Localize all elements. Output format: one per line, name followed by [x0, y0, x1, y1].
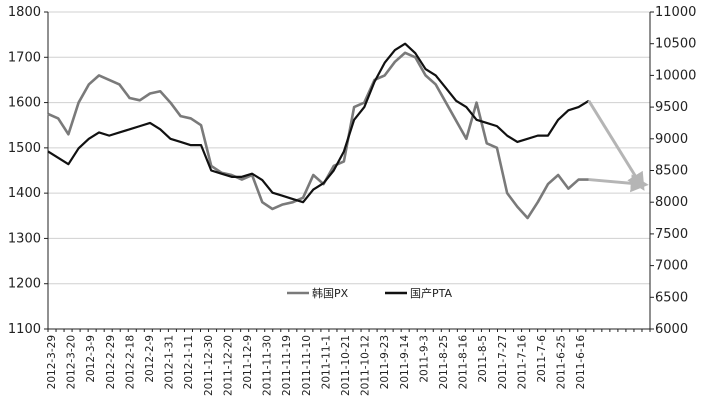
x-tick-label: 2012-1-11 — [183, 335, 195, 389]
y2-tick-label: 10000 — [655, 68, 696, 83]
series-line-0 — [47, 51, 589, 220]
series-lines — [47, 42, 649, 220]
grid-lines — [48, 11, 650, 285]
x-tick-label: 2012-2-29 — [105, 335, 117, 389]
x-tick-label: 2012-3-20 — [66, 335, 78, 389]
y2-tick-label: 9000 — [655, 132, 688, 147]
x-tick-label: 2012-2-9 — [144, 335, 156, 383]
x-tick-label: 2011-6-16 — [575, 335, 587, 390]
y2-tick-label: 10500 — [655, 37, 696, 52]
x-tick-label: 2011-8-16 — [458, 335, 470, 390]
x-tick-label: 2012-3-9 — [85, 335, 97, 383]
right-axis: 11000 10500 10000 9500 9000 8500 8000 7500 7000 6… — [649, 5, 696, 337]
x-tick-label: 2011-6-25 — [556, 335, 568, 389]
x-tick-label: 2012-3-29 — [46, 335, 58, 389]
x-tick-label: 2011-12-30 — [203, 335, 215, 396]
forecast-arrow — [587, 99, 645, 191]
y-tick-label: 1700 — [8, 50, 41, 65]
x-tick-label: 2011-12-20 — [222, 335, 234, 396]
x-tick-label: 2011-7-6 — [536, 335, 548, 383]
left-axis: 1800 1700 1600 1500 1400 1300 1200 1100 — [8, 5, 49, 337]
x-tick-label: 2011-7-16 — [516, 335, 528, 390]
y2-tick-label: 8000 — [655, 195, 688, 210]
y-tick-label: 1100 — [8, 322, 41, 337]
x-tick-label: 2011-9-3 — [418, 335, 430, 383]
x-tick-label: 2011-11-10 — [301, 335, 313, 396]
x-tick-label: 2011-12-9 — [242, 335, 254, 389]
legend-label: 国产PTA — [410, 286, 452, 300]
y2-tick-label: 8500 — [655, 164, 688, 179]
legend: 韩国PX 国产PTA — [287, 286, 452, 300]
x-tick-label: 2011-10-21 — [340, 335, 352, 396]
y2-tick-label: 7500 — [655, 227, 688, 242]
x-tick-label: 2012-1-31 — [164, 335, 176, 389]
y2-tick-label: 9500 — [655, 100, 688, 115]
y-tick-label: 1200 — [8, 277, 41, 292]
y-tick-label: 1500 — [8, 141, 41, 156]
y-tick-label: 1400 — [8, 186, 41, 201]
y2-tick-label: 11000 — [655, 5, 696, 20]
y-tick-label: 1300 — [8, 231, 41, 246]
x-tick-label: 2011-10-12 — [360, 335, 372, 396]
x-tick-label: 2011-11-30 — [262, 335, 274, 396]
y-tick-label: 1800 — [8, 5, 41, 20]
y2-tick-label: 6000 — [655, 322, 688, 337]
x-tick-label: 2012-2-18 — [124, 335, 136, 389]
series-line-1 — [47, 42, 590, 204]
y-tick-label: 1600 — [8, 96, 41, 111]
x-tick-label: 2011-11-1 — [320, 335, 332, 389]
x-tick-label: 2011-7-27 — [497, 335, 509, 389]
x-axis: 2012-3-29 2012-3-20 2012-3-9 2012-2-29 2012-… — [46, 328, 651, 396]
x-tick-label: 2011-8-25 — [438, 335, 450, 389]
x-tick-label: 2011-8-5 — [477, 335, 489, 383]
x-tick-label: 2011-9-14 — [399, 335, 411, 390]
legend-label: 韩国PX — [312, 286, 349, 300]
y2-tick-label: 7000 — [655, 259, 688, 274]
forecast-arrow — [588, 174, 649, 193]
x-tick-label: 2011-11-19 — [281, 335, 293, 396]
y2-tick-label: 6500 — [655, 290, 688, 305]
x-tick-label: 2011-9-23 — [379, 335, 391, 389]
